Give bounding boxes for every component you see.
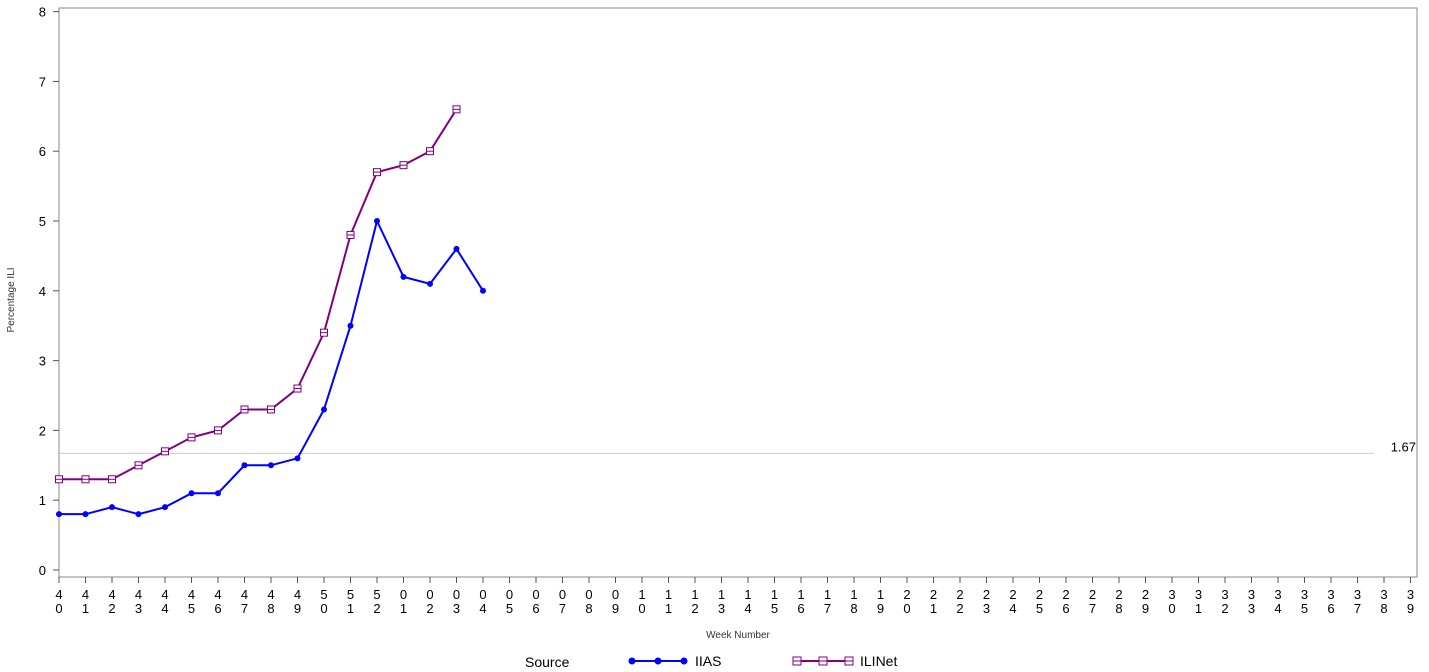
iias-point — [347, 322, 354, 329]
iias-point — [188, 490, 195, 497]
legend-title: Source — [525, 654, 570, 670]
ilinet-line — [59, 108, 458, 481]
x-axis-title: Week Number — [706, 630, 770, 641]
legend-iias-marker — [628, 657, 636, 665]
legend-ilinet-label: ILINet — [860, 653, 897, 669]
iias-point — [268, 462, 274, 469]
legend-iias-marker — [680, 657, 688, 665]
iias-point — [294, 455, 301, 462]
y-axis: 0 1 2 3 4 5 6 7 8 — [39, 5, 59, 578]
iias-point — [82, 511, 89, 518]
y-tick-label: 7 — [39, 74, 46, 89]
y-tick-label: 3 — [39, 354, 46, 369]
iias-point — [400, 273, 407, 280]
iias-point — [135, 511, 142, 518]
iias-point — [241, 462, 248, 469]
iias-point — [480, 287, 486, 294]
y-tick-label: 6 — [39, 144, 46, 159]
iias-point — [109, 504, 115, 511]
iias-point — [162, 504, 168, 511]
y-axis-title: Percentage ILI — [6, 267, 17, 332]
x-axis: 4 0 4 1 4 2 4 3 4 4 4 5 4 6 4 7 4 8 4 9 5 0 5 1 5 2 0 1 0 2 0 3 0 4 0 5 0 6 0 7… — [55, 577, 1414, 616]
y-tick-label: 1 — [39, 493, 46, 508]
y-tick-label: 2 — [39, 423, 46, 438]
iias-point — [427, 280, 433, 287]
y-tick-label: 4 — [39, 284, 46, 299]
iias-point — [374, 218, 380, 224]
legend-iias-marker — [654, 657, 662, 665]
legend-iias-label: IIAS — [695, 653, 721, 669]
plot-frame — [58, 7, 1418, 578]
iias-point — [56, 511, 62, 518]
iias-point — [321, 406, 327, 413]
reference-line-label: 1.67 — [1391, 439, 1416, 454]
iias-line — [59, 218, 484, 516]
legend: Source IIAS ILINet — [525, 653, 897, 670]
y-tick-label: 0 — [39, 563, 46, 578]
series-layer — [55, 105, 486, 518]
y-tick-label: 5 — [39, 214, 46, 229]
iias-point — [453, 245, 460, 252]
iias-point — [215, 490, 221, 497]
y-tick-label: 8 — [39, 5, 46, 20]
